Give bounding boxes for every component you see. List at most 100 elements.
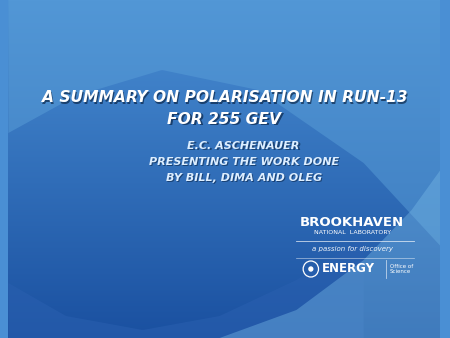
- Bar: [9, 202, 441, 203]
- Bar: [9, 226, 441, 227]
- Bar: [9, 173, 441, 175]
- Bar: [9, 318, 441, 319]
- Bar: [9, 25, 441, 26]
- Bar: [9, 246, 441, 247]
- Bar: [9, 119, 441, 121]
- Bar: [9, 277, 441, 278]
- Bar: [9, 126, 441, 127]
- Bar: [9, 214, 441, 215]
- Bar: [9, 18, 441, 19]
- Bar: [9, 89, 441, 90]
- Bar: [9, 67, 441, 68]
- Bar: [9, 204, 441, 205]
- Bar: [9, 293, 441, 294]
- Bar: [9, 117, 441, 118]
- Bar: [9, 121, 441, 122]
- Bar: [9, 221, 441, 222]
- Bar: [9, 40, 441, 41]
- Bar: [9, 155, 441, 156]
- Text: BY BILL, DIMA AND OLEG: BY BILL, DIMA AND OLEG: [167, 174, 323, 185]
- Bar: [9, 50, 441, 51]
- Bar: [9, 34, 441, 35]
- Bar: [9, 258, 441, 259]
- Bar: [9, 19, 441, 20]
- Bar: [9, 194, 441, 195]
- Bar: [9, 135, 441, 136]
- Bar: [9, 179, 441, 180]
- Bar: [9, 168, 441, 169]
- Bar: [9, 297, 441, 298]
- Bar: [9, 128, 441, 129]
- Text: Office of
Science: Office of Science: [390, 264, 413, 274]
- Bar: [9, 247, 441, 248]
- Text: FOR 255 GEV: FOR 255 GEV: [169, 113, 283, 128]
- Bar: [9, 129, 441, 131]
- Bar: [9, 232, 441, 233]
- Bar: [9, 20, 441, 21]
- Bar: [9, 224, 441, 225]
- Bar: [9, 51, 441, 52]
- Bar: [9, 195, 441, 196]
- Bar: [9, 75, 441, 77]
- Bar: [9, 109, 441, 111]
- Bar: [9, 196, 441, 197]
- Bar: [9, 65, 441, 67]
- Bar: [9, 74, 441, 75]
- Bar: [9, 276, 441, 277]
- Bar: [9, 320, 441, 321]
- Bar: [9, 145, 441, 146]
- Bar: [9, 267, 441, 268]
- Bar: [9, 309, 441, 310]
- Bar: [9, 146, 441, 148]
- Bar: [9, 242, 441, 243]
- Bar: [9, 185, 441, 186]
- Bar: [9, 144, 441, 145]
- Bar: [9, 330, 441, 331]
- Bar: [9, 92, 441, 94]
- Bar: [9, 282, 441, 283]
- Bar: [9, 58, 441, 60]
- Bar: [9, 265, 441, 266]
- Bar: [9, 234, 441, 236]
- Bar: [9, 298, 441, 300]
- Bar: [9, 217, 441, 219]
- Bar: [9, 24, 441, 25]
- Bar: [9, 72, 441, 73]
- Bar: [9, 230, 441, 231]
- Bar: [9, 53, 441, 54]
- Polygon shape: [9, 238, 364, 338]
- Bar: [9, 300, 441, 301]
- Bar: [9, 80, 441, 81]
- Bar: [9, 322, 441, 323]
- Bar: [9, 132, 441, 133]
- Bar: [9, 209, 441, 210]
- Bar: [9, 280, 441, 281]
- Bar: [9, 0, 441, 1]
- Bar: [9, 198, 441, 199]
- Bar: [9, 63, 441, 64]
- Bar: [9, 101, 441, 102]
- Bar: [9, 153, 441, 154]
- Bar: [9, 90, 441, 91]
- Bar: [9, 233, 441, 234]
- Bar: [9, 100, 441, 101]
- Bar: [9, 327, 441, 328]
- Bar: [9, 95, 441, 96]
- Bar: [9, 255, 441, 256]
- Bar: [9, 283, 441, 284]
- Bar: [9, 167, 441, 168]
- Bar: [9, 112, 441, 113]
- Bar: [9, 156, 441, 158]
- Circle shape: [309, 267, 313, 271]
- Bar: [9, 325, 441, 327]
- Bar: [9, 9, 441, 10]
- Bar: [9, 248, 441, 249]
- Bar: [9, 176, 441, 177]
- Bar: [9, 55, 441, 56]
- Bar: [9, 68, 441, 69]
- Bar: [9, 180, 441, 182]
- Bar: [9, 57, 441, 58]
- Bar: [9, 29, 441, 30]
- Bar: [9, 99, 441, 100]
- Bar: [9, 41, 441, 42]
